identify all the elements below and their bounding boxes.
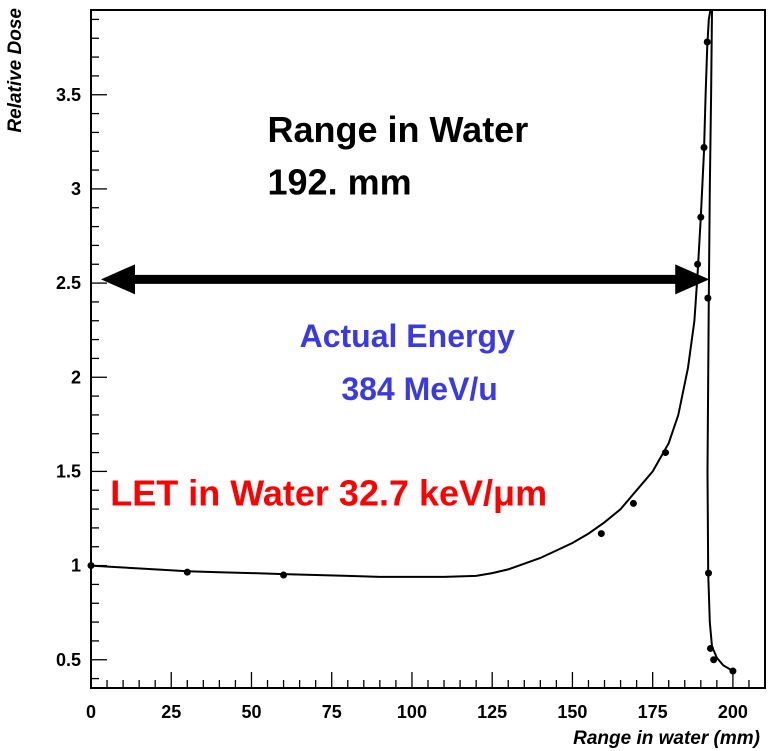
y-tick-label: 1 [71, 556, 81, 576]
data-point [705, 569, 713, 577]
y-axis-tick-labels: 0.5 1 1.5 2 2.5 3 3.5 [56, 85, 81, 670]
data-point [706, 644, 714, 652]
annotations: Range in Water 192. mm Actual Energy 384 Me… [110, 109, 547, 513]
data-point [703, 38, 711, 46]
arrow-head-right [675, 264, 710, 295]
y-axis-title: Relative Dose [5, 8, 26, 133]
annotation-let: LET in Water 32.7 keV/μm [110, 472, 547, 513]
x-tick-label: 175 [638, 702, 668, 722]
x-tick-label: 50 [241, 702, 261, 722]
x-tick-label: 200 [718, 702, 748, 722]
data-point [729, 667, 737, 675]
data-point [629, 499, 637, 507]
x-axis-title: Range in water (mm) [573, 728, 760, 749]
data-point [704, 294, 712, 302]
x-axis-tick-labels: 0 25 50 75 100 125 150 175 200 [86, 702, 748, 722]
data-point [87, 562, 95, 570]
x-tick-label: 0 [86, 702, 96, 722]
data-point [710, 656, 718, 664]
x-tick-label: 125 [477, 702, 507, 722]
x-tick-label: 75 [322, 702, 342, 722]
y-tick-label: 0.5 [56, 650, 81, 670]
data-point [183, 568, 191, 576]
y-tick-label: 2 [71, 367, 81, 387]
annotation-range-title: Range in Water [268, 109, 529, 150]
y-axis-ticks [91, 18, 107, 680]
data-points [87, 38, 737, 675]
y-tick-label: 2.5 [56, 273, 81, 293]
data-point [697, 213, 705, 221]
y-tick-label: 3.5 [56, 85, 81, 105]
data-point [700, 143, 708, 151]
dose-curve [90, 9, 734, 672]
data-point [662, 449, 670, 457]
range-arrow [101, 264, 710, 295]
annotation-energy-title: Actual Energy [300, 318, 515, 354]
annotation-energy-value: 384 MeV/u [341, 371, 498, 407]
x-tick-label: 25 [161, 702, 181, 722]
x-tick-label: 100 [397, 702, 427, 722]
data-point [597, 530, 605, 538]
x-axis-ticks [90, 672, 766, 688]
annotation-range-value: 192. mm [268, 162, 412, 203]
data-point [280, 571, 288, 579]
data-point [694, 260, 702, 268]
y-tick-label: 1.5 [56, 461, 81, 481]
y-tick-label: 3 [71, 179, 81, 199]
arrow-head-left [101, 264, 135, 295]
x-tick-label: 150 [557, 702, 587, 722]
